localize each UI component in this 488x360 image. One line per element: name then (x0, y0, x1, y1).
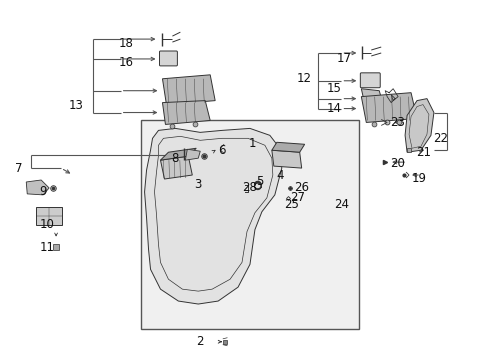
Polygon shape (361, 93, 416, 122)
Polygon shape (271, 150, 301, 168)
Text: 20: 20 (389, 157, 404, 170)
Text: 19: 19 (411, 171, 426, 185)
Text: 15: 15 (326, 82, 341, 95)
Polygon shape (361, 89, 383, 107)
Bar (36, 207, 62, 225)
Text: 10: 10 (40, 218, 55, 231)
Text: 18: 18 (118, 37, 133, 50)
Polygon shape (162, 75, 215, 105)
FancyBboxPatch shape (159, 51, 177, 66)
Text: 3: 3 (194, 179, 202, 192)
Text: 13: 13 (68, 99, 83, 112)
Polygon shape (160, 156, 192, 179)
Text: 2: 2 (196, 335, 203, 348)
Text: 24: 24 (333, 198, 348, 211)
Text: 25: 25 (284, 198, 299, 211)
Polygon shape (26, 180, 49, 195)
Text: 23: 23 (389, 116, 404, 129)
Text: 16: 16 (118, 57, 133, 69)
Polygon shape (162, 100, 210, 125)
Text: 21: 21 (416, 146, 430, 159)
Text: 26: 26 (294, 181, 308, 194)
Text: 9: 9 (40, 185, 47, 198)
Polygon shape (185, 149, 200, 160)
Text: 17: 17 (336, 53, 351, 66)
Bar (141, 121, 359, 329)
Text: 27: 27 (289, 192, 305, 204)
Text: 7: 7 (15, 162, 22, 175)
Text: 14: 14 (326, 102, 341, 115)
Text: 5: 5 (256, 175, 263, 189)
FancyBboxPatch shape (360, 73, 380, 88)
Polygon shape (144, 129, 281, 304)
Polygon shape (271, 142, 304, 152)
Text: 28: 28 (242, 181, 257, 194)
Text: 1: 1 (248, 137, 255, 150)
Polygon shape (160, 148, 196, 160)
Text: 8: 8 (171, 152, 179, 165)
Text: 22: 22 (432, 132, 447, 145)
Text: 6: 6 (218, 144, 225, 157)
Text: 12: 12 (297, 72, 311, 85)
Polygon shape (404, 99, 433, 152)
Text: 11: 11 (40, 241, 55, 254)
Text: 4: 4 (276, 168, 283, 181)
